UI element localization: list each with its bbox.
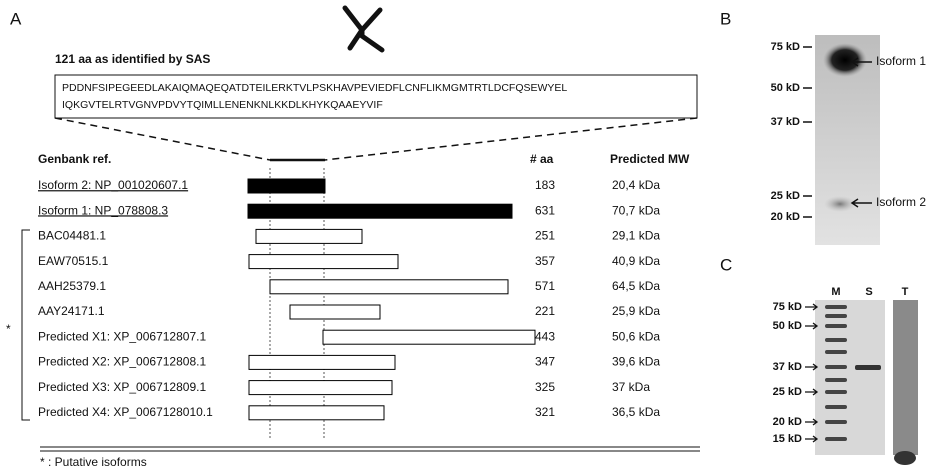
- genbank-ref: BAC04481.1: [38, 229, 106, 243]
- isoform-bar: [248, 204, 512, 218]
- page: {"panel_a": {"label": "A", "sas_title": …: [0, 0, 943, 470]
- isoform-bar: [249, 355, 395, 369]
- marker-arrow: [805, 389, 817, 395]
- isoform-bar: [323, 330, 535, 344]
- ladder-band: [825, 350, 847, 354]
- separator: [40, 447, 700, 451]
- isoform-bar: [249, 255, 398, 269]
- predicted-mw: 20,4 kDa: [612, 178, 660, 192]
- lane-label: M: [831, 286, 840, 298]
- marker-arrow: [805, 304, 817, 310]
- header: # aa: [530, 152, 554, 166]
- gel-band: [894, 451, 916, 465]
- genbank-ref: Predicted X2: XP_006712808.1: [38, 355, 206, 369]
- panel-label: C: [720, 255, 732, 274]
- aa-count: 321: [535, 405, 555, 419]
- ladder-band: [825, 378, 847, 382]
- ladder-band: [825, 420, 847, 424]
- genbank-ref: EAW70515.1: [38, 254, 109, 268]
- predicted-mw: 39,6 kDa: [612, 355, 660, 369]
- panel-label: B: [720, 9, 731, 28]
- aa-count: 325: [535, 380, 555, 394]
- sequence-line: PDDNFSIPEGEEDLAKAIQMAQEQATDTEILERKTVLPSK…: [62, 82, 567, 94]
- lane-label: T: [902, 286, 909, 298]
- aa-count: 251: [535, 229, 555, 243]
- gel: [815, 300, 885, 455]
- marker-arrow: [805, 323, 817, 329]
- ladder-band: [825, 405, 847, 409]
- bracket: [22, 230, 30, 420]
- predicted-mw: 36,5 kDa: [612, 405, 660, 419]
- header: Predicted MW: [610, 152, 690, 166]
- marker-label: 75 kD: [773, 301, 802, 313]
- ladder-band: [825, 437, 847, 441]
- aa-count: 221: [535, 304, 555, 318]
- marker-label: 50 kD: [773, 320, 802, 332]
- predicted-mw: 37 kDa: [612, 380, 650, 394]
- marker-label: 20 kD: [773, 416, 802, 428]
- isoform-bar: [270, 280, 508, 294]
- header: Genbank ref.: [38, 152, 111, 166]
- blot-band: [823, 43, 867, 77]
- sas-title: 121 aa as identified by SAS: [55, 52, 210, 66]
- blot-band: [824, 196, 856, 212]
- genbank-ref: AAH25379.1: [38, 279, 106, 293]
- marker-label: 50 kD: [771, 82, 800, 94]
- marker-label: 20 kD: [771, 211, 800, 223]
- predicted-mw: 25,9 kDa: [612, 304, 660, 318]
- panel-label: A: [10, 9, 22, 28]
- ladder-band: [825, 390, 847, 394]
- marker-arrow: [805, 364, 817, 370]
- gel-lane: [893, 300, 918, 455]
- ladder-band: [825, 324, 847, 328]
- isoform-bar: [248, 179, 325, 193]
- marker-arrow: [805, 436, 817, 442]
- marker-arrow: [805, 419, 817, 425]
- aa-count: 183: [535, 178, 555, 192]
- genbank-ref: Predicted X1: XP_006712807.1: [38, 329, 206, 343]
- asterisk: *: [6, 322, 11, 336]
- gel-band: [855, 365, 881, 370]
- marker-label: 25 kD: [771, 190, 800, 202]
- ladder-band: [825, 305, 847, 309]
- isoform-annotation: Isoform 2: [876, 195, 926, 209]
- footnote: * : Putative isoforms: [40, 455, 147, 469]
- zoom-lines: [55, 118, 697, 160]
- genbank-ref: AAY24171.1: [38, 304, 105, 318]
- sequence-line: IQKGVTELRTVGNVPDVYTQIMLLENENKNLKKDLKHYKQ…: [62, 99, 383, 111]
- ladder-band: [825, 314, 847, 318]
- ladder-band: [825, 338, 847, 342]
- genbank-ref: Predicted X3: XP_006712809.1: [38, 380, 206, 394]
- lane-label: S: [865, 286, 872, 298]
- predicted-mw: 70,7 kDa: [612, 203, 660, 217]
- genbank-ref: Predicted X4: XP_0067128010.1: [38, 405, 213, 419]
- predicted-mw: 29,1 kDa: [612, 229, 660, 243]
- isoform-annotation: Isoform 1: [876, 54, 926, 68]
- marker-label: 15 kD: [773, 433, 802, 445]
- isoform-bar: [256, 229, 362, 243]
- marker-label: 37 kD: [771, 116, 800, 128]
- predicted-mw: 64,5 kDa: [612, 279, 660, 293]
- marker-label: 75 kD: [771, 41, 800, 53]
- ladder-band: [825, 365, 847, 369]
- aa-count: 347: [535, 355, 555, 369]
- predicted-mw: 50,6 kDa: [612, 329, 660, 343]
- antibody-icon: [345, 8, 382, 50]
- genbank-ref: Isoform 2: NP_001020607.1: [38, 178, 188, 192]
- aa-count: 357: [535, 254, 555, 268]
- aa-count: 571: [535, 279, 555, 293]
- aa-count: 443: [535, 329, 555, 343]
- aa-count: 631: [535, 203, 555, 217]
- predicted-mw: 40,9 kDa: [612, 254, 660, 268]
- isoform-bar: [249, 406, 384, 420]
- figure: A 121 aa as identified by SAS PDDNFSIPEG…: [0, 0, 943, 470]
- isoform-bar: [249, 381, 392, 395]
- isoform-bar: [290, 305, 380, 319]
- marker-label: 37 kD: [773, 361, 802, 373]
- marker-label: 25 kD: [773, 386, 802, 398]
- genbank-ref: Isoform 1: NP_078808.3: [38, 203, 168, 217]
